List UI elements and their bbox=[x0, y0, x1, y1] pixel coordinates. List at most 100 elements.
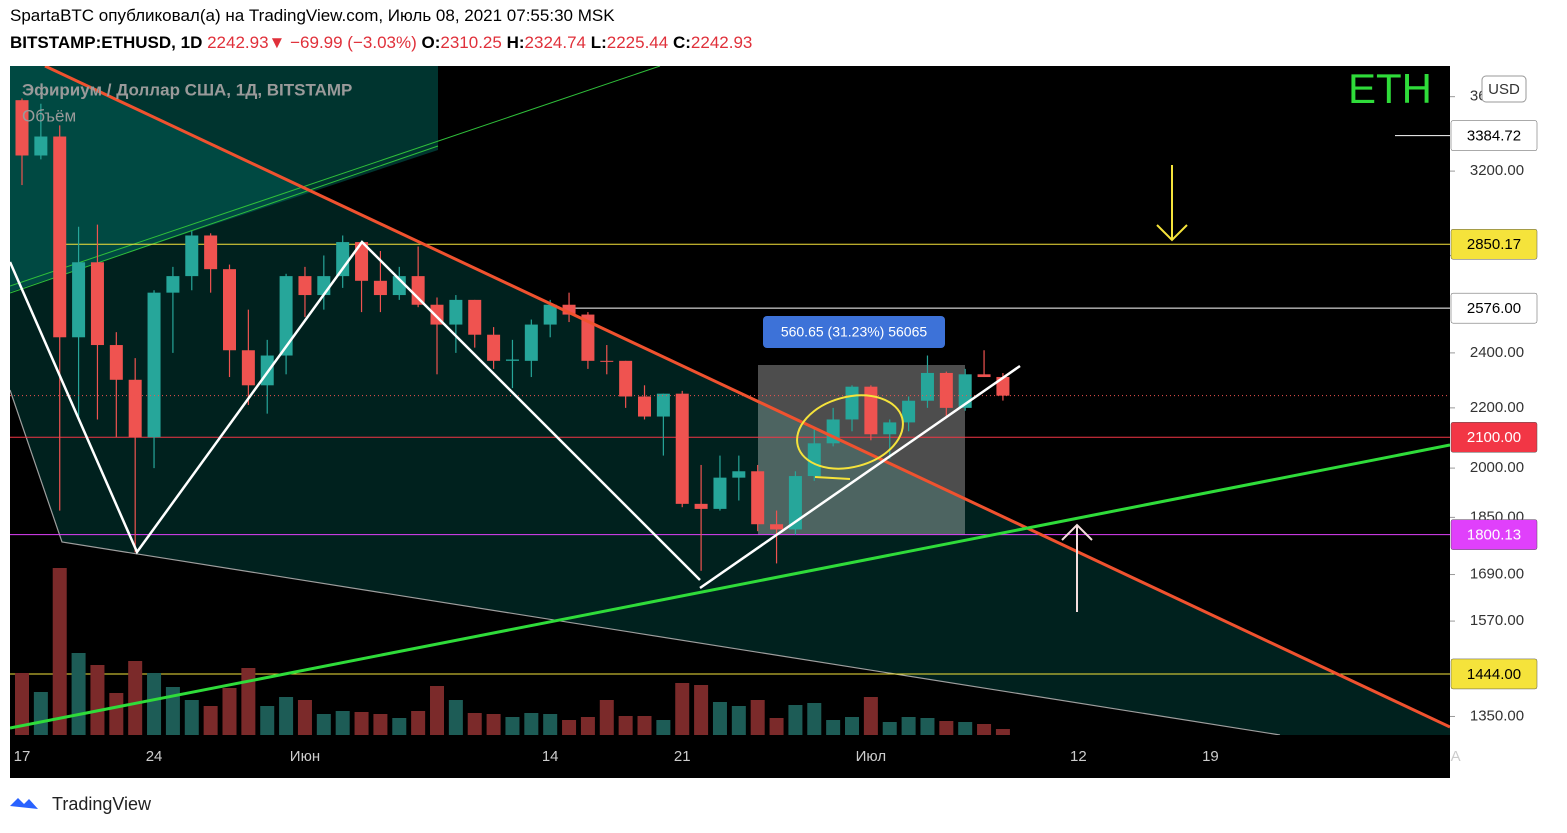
level-badge bbox=[1450, 658, 1538, 690]
candle-body bbox=[34, 136, 48, 156]
candle-body bbox=[788, 476, 802, 530]
level-label: 1800.13 bbox=[1467, 527, 1521, 544]
volume-bar bbox=[297, 700, 312, 735]
level-label: 1444.00 bbox=[1467, 666, 1521, 683]
volume-bar bbox=[411, 711, 426, 735]
volume-bar bbox=[430, 686, 445, 735]
volume-bar bbox=[222, 688, 237, 735]
y-tick-label: 2000.00 bbox=[1470, 459, 1524, 476]
measure-label: 560.65 (31.23%) 56065 bbox=[781, 324, 928, 340]
candle-body bbox=[223, 269, 237, 351]
volume-bar bbox=[618, 716, 633, 735]
candle-body bbox=[449, 299, 463, 325]
volume-bar bbox=[901, 717, 916, 735]
level-badge bbox=[1450, 422, 1538, 453]
o-label: O: bbox=[421, 33, 441, 52]
arrow-up bbox=[1061, 523, 1093, 612]
level-label: 3384.72 bbox=[1467, 128, 1521, 145]
volume-bar bbox=[845, 717, 860, 735]
volume-label: Объём bbox=[22, 106, 76, 125]
volume-bar bbox=[920, 718, 935, 735]
candle-body bbox=[562, 304, 576, 315]
volume-bar bbox=[769, 718, 784, 735]
volume-bar bbox=[203, 706, 218, 735]
volume-bar bbox=[448, 700, 463, 735]
candle-body bbox=[920, 372, 934, 401]
arrow-down bbox=[1156, 165, 1188, 242]
volume-bar bbox=[939, 721, 954, 735]
candle-body bbox=[694, 503, 708, 509]
volume-bar bbox=[712, 702, 727, 735]
volume-bar bbox=[335, 711, 350, 735]
level-badge bbox=[1450, 229, 1538, 260]
volume-bar bbox=[599, 700, 614, 735]
volume-bar bbox=[675, 683, 690, 735]
candle-body bbox=[166, 276, 180, 293]
volume-bar bbox=[656, 720, 671, 735]
currency-bg bbox=[1481, 75, 1527, 103]
volume-bar bbox=[279, 697, 294, 735]
volume-bar bbox=[524, 713, 539, 735]
candle-body bbox=[638, 396, 652, 417]
volume-bar bbox=[354, 712, 369, 735]
candle-body bbox=[883, 422, 897, 435]
volume-bar bbox=[637, 716, 652, 735]
candle-body bbox=[543, 304, 557, 325]
symbol: BITSTAMP:ETHUSD, 1D bbox=[10, 33, 203, 52]
currency-badge: USD bbox=[1481, 75, 1527, 103]
channel-line bbox=[10, 66, 661, 287]
candle-body bbox=[675, 393, 689, 504]
volume-bar bbox=[52, 568, 67, 735]
volume-bar bbox=[33, 692, 48, 735]
volume-bar bbox=[826, 720, 841, 735]
volume-bar bbox=[694, 685, 709, 735]
volume-bar bbox=[316, 714, 331, 735]
candle-body bbox=[977, 374, 991, 378]
candle-body bbox=[581, 314, 595, 361]
volume-bar bbox=[373, 714, 388, 735]
candle-body bbox=[619, 360, 633, 397]
volume-bar bbox=[882, 722, 897, 735]
candle-body bbox=[939, 372, 953, 408]
candle-body bbox=[411, 276, 425, 305]
arrow: ▼ bbox=[268, 33, 286, 52]
candle-body bbox=[505, 359, 519, 361]
volume-bar bbox=[562, 720, 577, 735]
candle-body bbox=[770, 524, 784, 530]
candle-body bbox=[902, 400, 916, 423]
channel-fill bbox=[10, 66, 438, 292]
change: −69.99 (−3.03%) bbox=[290, 33, 417, 52]
volume-bar bbox=[90, 665, 105, 735]
candle-body bbox=[713, 477, 727, 509]
volume-bar bbox=[958, 722, 973, 735]
volume-bar bbox=[580, 717, 595, 735]
x-tick-label: 14 bbox=[542, 748, 559, 765]
volume-bar bbox=[863, 697, 878, 735]
wedge-fill bbox=[10, 66, 1450, 735]
candle-body bbox=[373, 280, 387, 296]
candle-body bbox=[864, 386, 878, 435]
y-tick-label: 3200.00 bbox=[1470, 162, 1524, 179]
drawings-top: 560.65 (31.23%) 56065 Эфириум / Доллар С… bbox=[10, 66, 1450, 730]
volume-bar bbox=[260, 706, 275, 735]
c-label: C: bbox=[672, 33, 691, 52]
level-badge bbox=[1450, 120, 1538, 151]
candle-body bbox=[204, 235, 218, 270]
x-tick-label: Июл bbox=[856, 748, 886, 765]
candle-body bbox=[128, 379, 142, 438]
volume-bar bbox=[788, 705, 803, 735]
x-tick-label: 12 bbox=[1070, 748, 1087, 765]
level-label: 2576.00 bbox=[1467, 300, 1521, 317]
candle-body bbox=[241, 350, 255, 386]
candle-body bbox=[147, 292, 161, 438]
series bbox=[10, 98, 1450, 735]
y-tick-label: 2200.00 bbox=[1470, 399, 1524, 416]
level-badge bbox=[1450, 519, 1538, 550]
y-tick-label: 2400.00 bbox=[1470, 344, 1524, 361]
drawings bbox=[10, 66, 1450, 735]
volume-bar bbox=[165, 687, 180, 735]
wedge-lower bbox=[10, 389, 1281, 735]
support-line bbox=[10, 443, 1450, 730]
volume-bar bbox=[109, 693, 124, 735]
candle-body bbox=[90, 262, 104, 346]
